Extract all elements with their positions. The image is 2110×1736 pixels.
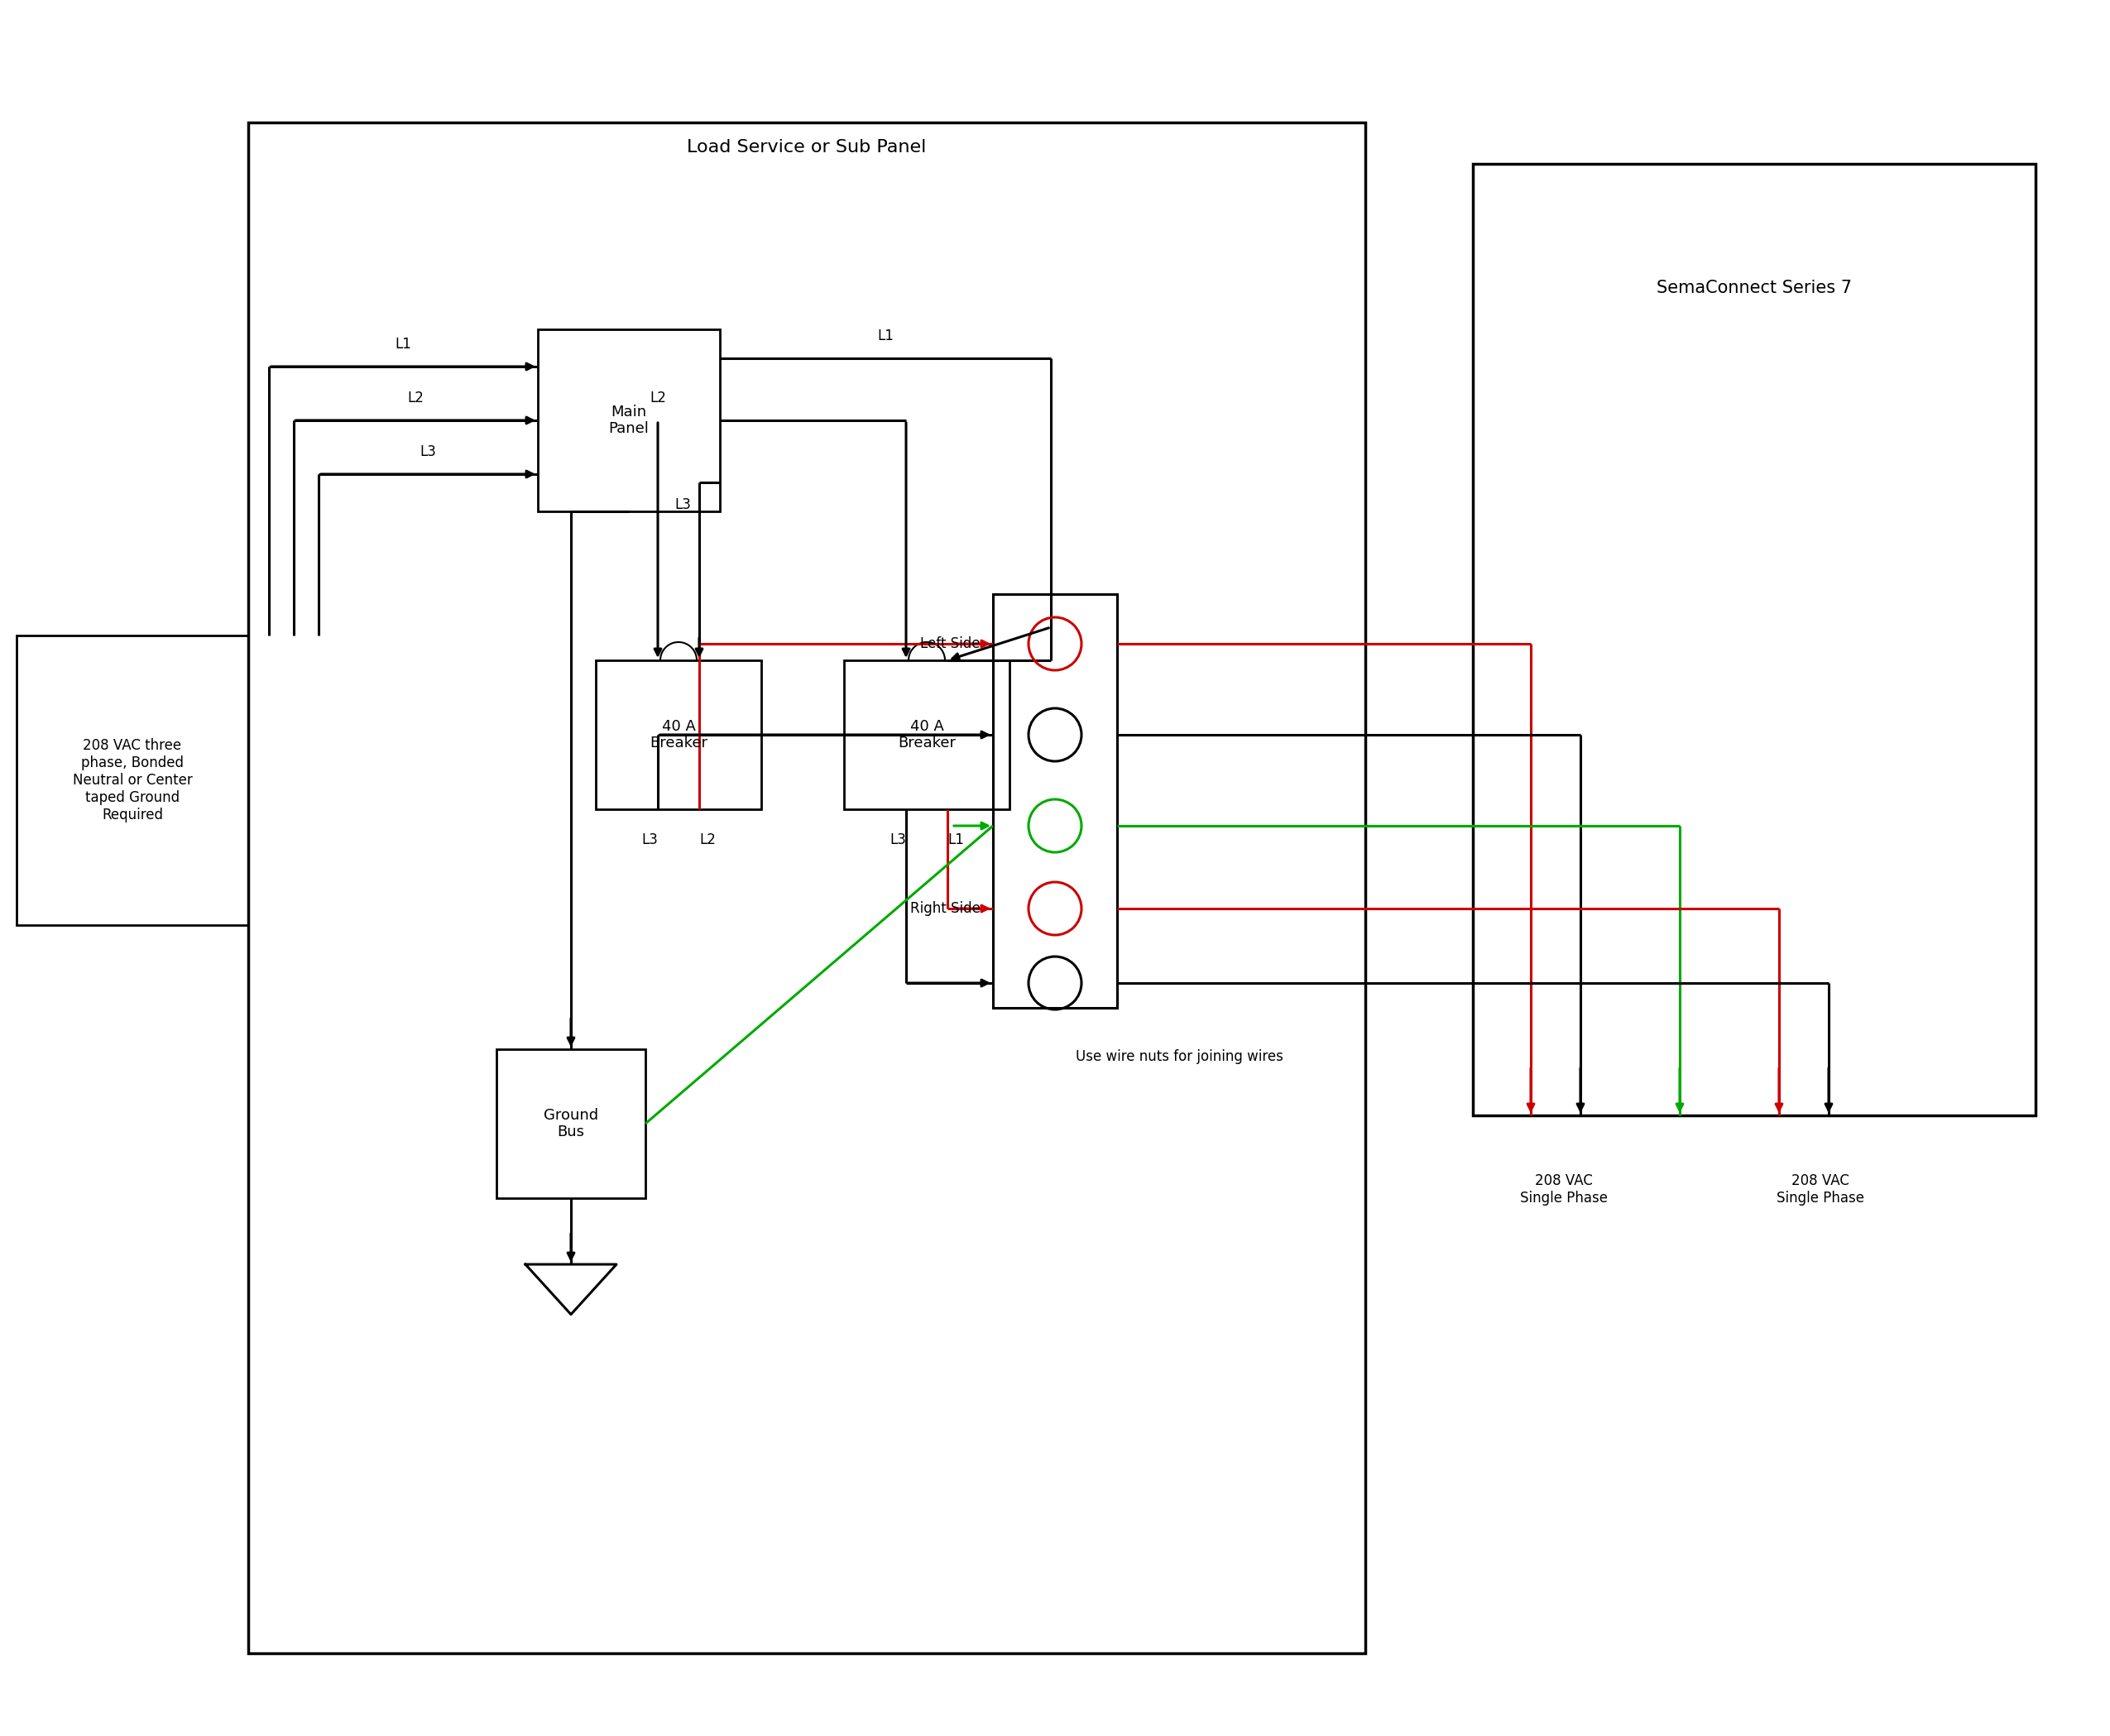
Text: L3: L3 — [890, 833, 905, 847]
Text: L3: L3 — [675, 496, 690, 512]
Bar — [844, 660, 1009, 809]
Text: L2: L2 — [650, 391, 667, 406]
Text: L2: L2 — [407, 391, 424, 406]
Bar — [538, 330, 720, 512]
Text: L1: L1 — [878, 328, 895, 344]
Text: L1: L1 — [395, 337, 411, 352]
Bar — [496, 1049, 646, 1198]
Text: 208 VAC three
phase, Bonded
Neutral or Center
taped Ground
Required: 208 VAC three phase, Bonded Neutral or C… — [72, 738, 192, 823]
Text: 208 VAC
Single Phase: 208 VAC Single Phase — [1519, 1174, 1608, 1205]
Text: Left Side: Left Side — [920, 637, 981, 651]
Bar — [994, 594, 1116, 1009]
Text: L2: L2 — [698, 833, 715, 847]
Text: Ground
Bus: Ground Bus — [544, 1108, 599, 1141]
Text: Main
Panel: Main Panel — [608, 404, 650, 436]
Text: L1: L1 — [947, 833, 964, 847]
Text: 208 VAC
Single Phase: 208 VAC Single Phase — [1777, 1174, 1865, 1205]
Text: Load Service or Sub Panel: Load Service or Sub Panel — [688, 139, 926, 156]
Text: SemaConnect Series 7: SemaConnect Series 7 — [1656, 279, 1853, 297]
Bar — [1473, 163, 2036, 1116]
Bar — [595, 660, 762, 809]
Text: L3: L3 — [641, 833, 658, 847]
Text: 40 A
Breaker: 40 A Breaker — [897, 719, 956, 752]
Text: L3: L3 — [420, 444, 437, 460]
Bar — [17, 635, 249, 925]
Text: 40 A
Breaker: 40 A Breaker — [650, 719, 707, 752]
Text: Right Side: Right Side — [909, 901, 981, 917]
Bar — [249, 123, 1365, 1653]
Text: Use wire nuts for joining wires: Use wire nuts for joining wires — [1076, 1049, 1283, 1064]
